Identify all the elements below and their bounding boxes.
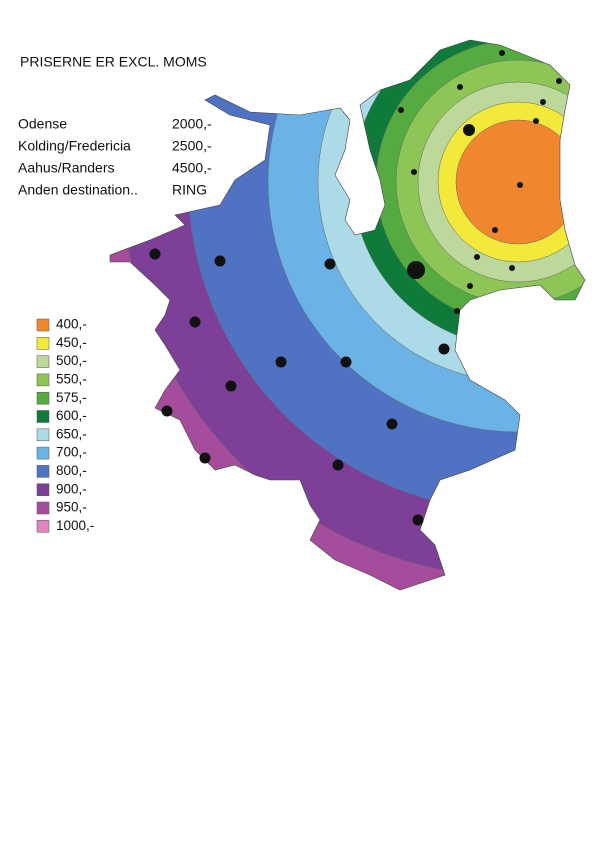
town-dot [411,169,417,175]
town-dot [386,418,398,430]
legend-label: 450,- [56,335,87,350]
town-dot [199,452,211,464]
town-dot [492,227,498,233]
town-dot [474,254,480,260]
price-zone [455,119,581,245]
town-dot [457,84,463,90]
destination-name: Odense [18,116,67,132]
town-dot [275,356,287,368]
legend-swatch [36,318,50,332]
town-dot [540,99,546,105]
town-dot [533,118,539,124]
town-dot [509,265,515,271]
legend-label: 1000,- [56,518,94,533]
island-outline [109,39,586,591]
legend-swatch [36,465,50,478]
town-dot [438,343,450,355]
legend-swatch [36,391,50,405]
town-dots [149,50,562,526]
legend-label: 950,- [56,500,87,515]
price-zones [110,40,585,590]
town-dot [161,405,173,417]
town-dot [407,261,425,279]
destination-list: Odense 2000,- Kolding/Fredericia 2500,- Aahu… [18,116,212,198]
destination-name: Aahus/Randers [18,160,115,176]
destination-price: 2500,- [172,138,212,154]
legend-label: 900,- [56,481,87,496]
town-dot [556,78,562,84]
town-dot [340,356,352,368]
legend-swatch [36,428,50,442]
destination-name: Anden destination.. [18,182,138,198]
legend-label: 550,- [56,371,87,386]
legend-label: 650,- [56,426,87,441]
legend-swatch [36,410,50,423]
title: PRISERNE ER EXCL. MOMS [20,54,207,70]
town-dot [517,182,523,188]
legend-swatch [36,446,50,460]
town-dot [463,124,475,136]
legend-label: 700,- [56,445,87,460]
legend: 400,- 450,- 500,- 550,- 575,- 600,- 650,- 700,-… [36,317,94,533]
destination-name: Kolding/Fredericia [18,138,131,154]
town-dot [467,283,473,289]
legend-swatch [36,337,50,350]
legend-swatch [36,520,50,533]
legend-label: 400,- [56,317,87,332]
town-dot [454,308,460,314]
legend-label: 600,- [56,408,87,423]
town-dot [225,380,237,392]
legend-label: 500,- [56,353,87,368]
town-dot [189,316,201,328]
destination-price: 4500,- [172,160,212,176]
destination-price: 2000,- [172,116,212,132]
legend-swatch [36,501,50,515]
legend-swatch [36,483,50,496]
town-dot [149,248,161,260]
legend-swatch [36,373,50,387]
town-dot [324,258,336,270]
legend-swatch [36,355,50,368]
town-dot [398,107,404,113]
legend-label: 575,- [56,390,87,405]
town-dot [332,459,344,471]
legend-label: 800,- [56,463,87,478]
town-dot [412,514,424,526]
destination-price: RING [172,182,207,198]
town-dot [499,50,505,56]
town-dot [214,255,226,267]
